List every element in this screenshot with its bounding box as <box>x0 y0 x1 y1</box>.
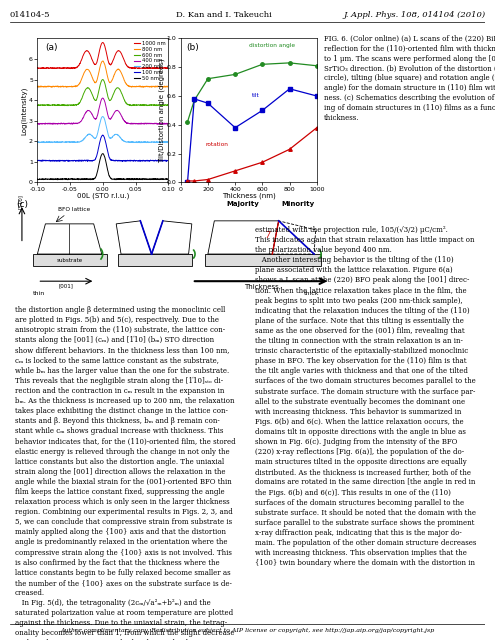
Legend: 1000 nm, 800 nm, 600 nm, 400 nm, 200 nm, 100 nm, 50 nm: 1000 nm, 800 nm, 600 nm, 400 nm, 200 nm,… <box>132 39 168 83</box>
Text: J. Appl. Phys. 108, 014104 (2010): J. Appl. Phys. 108, 014104 (2010) <box>343 11 485 19</box>
Text: [1̕10]: [1̕10] <box>18 194 23 209</box>
Text: rotation: rotation <box>205 142 228 147</box>
Text: thick: thick <box>303 291 319 296</box>
Y-axis label: Tilt/Distortion angle (degrees): Tilt/Distortion angle (degrees) <box>159 58 165 163</box>
Text: Thickness: Thickness <box>244 284 278 290</box>
Text: (a): (a) <box>45 43 57 52</box>
Text: distortion angle: distortion angle <box>249 43 295 48</box>
Text: Author complimentary copy. Redistribution subject to AIP license or copyright, s: Author complimentary copy. Redistributio… <box>60 628 435 632</box>
Text: 014104-5: 014104-5 <box>10 11 50 19</box>
Text: (b): (b) <box>186 43 199 52</box>
Text: Minority: Minority <box>281 201 315 207</box>
Text: substrate: substrate <box>56 257 83 262</box>
Text: estimated with the projection rule, 105/(√3/2) μC/cm².
This indicates again that: estimated with the projection rule, 105/… <box>255 226 476 567</box>
Text: Majority: Majority <box>227 201 260 207</box>
Text: thin: thin <box>33 291 45 296</box>
Text: FIG. 6. (Color online) (a) L scans of the (220) BiFeO₃
reflection for the (110)-: FIG. 6. (Color online) (a) L scans of th… <box>324 35 495 122</box>
Y-axis label: Log(Intensity): Log(Intensity) <box>21 86 28 134</box>
FancyBboxPatch shape <box>205 254 321 266</box>
Text: tilt: tilt <box>251 93 259 98</box>
Text: BFO lattice: BFO lattice <box>58 207 91 212</box>
X-axis label: Thickness (nm): Thickness (nm) <box>222 193 276 200</box>
Text: D. Kan and I. Takeuchi: D. Kan and I. Takeuchi <box>176 11 272 19</box>
FancyBboxPatch shape <box>118 254 192 266</box>
FancyBboxPatch shape <box>33 254 106 266</box>
Text: the distortion angle β determined using the monoclinic cell
are plotted in Figs.: the distortion angle β determined using … <box>15 306 236 640</box>
Text: [001]: [001] <box>59 284 74 288</box>
X-axis label: 00L (STO r.l.u.): 00L (STO r.l.u.) <box>77 193 129 200</box>
Text: 7: 7 <box>265 232 270 241</box>
Text: (c): (c) <box>16 200 28 209</box>
